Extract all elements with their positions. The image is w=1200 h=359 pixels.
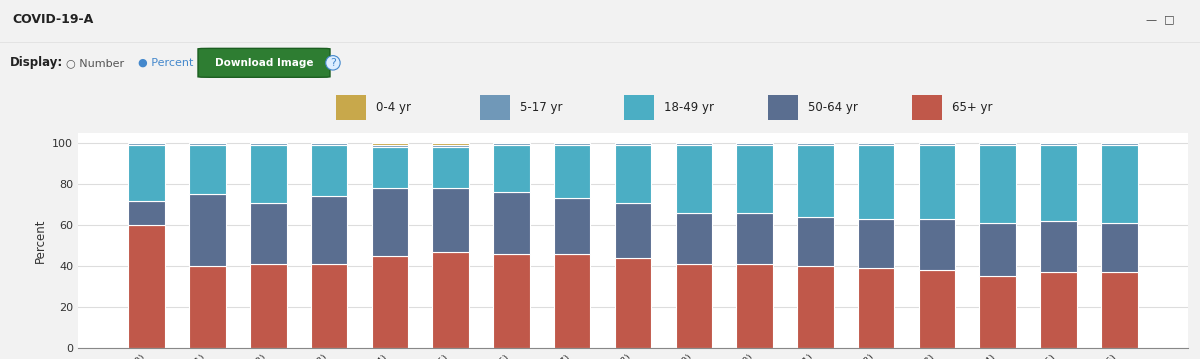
Bar <box>979 223 1016 276</box>
Bar <box>372 143 408 145</box>
Bar <box>432 252 469 348</box>
Bar <box>614 143 652 145</box>
Bar <box>676 264 712 348</box>
Bar <box>1040 145 1076 221</box>
Bar <box>432 188 469 252</box>
Bar <box>979 145 1016 223</box>
Bar <box>128 225 164 348</box>
Bar <box>737 213 773 264</box>
Bar <box>614 145 652 202</box>
Bar <box>493 143 529 145</box>
Bar <box>190 145 226 194</box>
Text: 18-49 yr: 18-49 yr <box>664 101 714 114</box>
Bar <box>432 147 469 188</box>
Bar <box>250 264 287 348</box>
Bar <box>554 143 590 145</box>
Bar <box>737 264 773 348</box>
Bar <box>432 143 469 145</box>
Text: 0-4 yr: 0-4 yr <box>376 101 410 114</box>
Bar <box>1040 221 1076 272</box>
Bar <box>190 143 226 145</box>
Text: —  □: — □ <box>1146 14 1175 24</box>
Text: Download Image: Download Image <box>215 58 313 68</box>
Bar <box>737 143 773 145</box>
Bar <box>554 254 590 348</box>
Bar <box>493 254 529 348</box>
Bar <box>1102 223 1138 272</box>
Bar <box>919 143 955 145</box>
Bar <box>919 145 955 219</box>
Bar <box>1102 272 1138 348</box>
Text: 50-64 yr: 50-64 yr <box>808 101 858 114</box>
Bar <box>1040 143 1076 145</box>
Bar <box>1040 272 1076 348</box>
Bar <box>250 145 287 202</box>
Bar <box>311 196 347 264</box>
Bar <box>311 145 347 196</box>
Bar <box>128 201 164 225</box>
Bar <box>311 143 347 145</box>
Bar <box>554 145 590 199</box>
Bar <box>676 143 712 145</box>
Bar <box>858 143 894 145</box>
Bar <box>190 194 226 266</box>
FancyBboxPatch shape <box>198 48 330 77</box>
FancyBboxPatch shape <box>336 95 366 120</box>
Bar <box>858 219 894 268</box>
Bar <box>614 202 652 258</box>
Bar <box>372 256 408 348</box>
Bar <box>979 143 1016 145</box>
Bar <box>190 266 226 348</box>
Bar <box>919 270 955 348</box>
Bar <box>128 145 164 201</box>
Bar <box>797 266 834 348</box>
Bar <box>554 199 590 254</box>
FancyBboxPatch shape <box>480 95 510 120</box>
Text: Display:: Display: <box>10 56 62 69</box>
Text: ?: ? <box>330 58 336 68</box>
Bar <box>493 145 529 192</box>
Bar <box>1102 145 1138 223</box>
Bar <box>311 264 347 348</box>
Bar <box>614 258 652 348</box>
Text: ● Percent: ● Percent <box>138 58 193 68</box>
Bar <box>979 276 1016 348</box>
Bar <box>372 188 408 256</box>
Y-axis label: Percent: Percent <box>34 218 47 263</box>
Bar <box>919 219 955 270</box>
Bar <box>737 145 773 213</box>
Bar <box>128 143 164 145</box>
FancyBboxPatch shape <box>912 95 942 120</box>
Bar <box>858 268 894 348</box>
Text: COVID-19-A: COVID-19-A <box>12 13 94 26</box>
Bar <box>250 143 287 145</box>
Bar <box>372 145 408 147</box>
Bar <box>797 143 834 145</box>
Bar <box>676 213 712 264</box>
FancyBboxPatch shape <box>624 95 654 120</box>
Bar <box>493 192 529 254</box>
Bar <box>676 145 712 213</box>
Bar <box>858 145 894 219</box>
Bar <box>797 217 834 266</box>
Bar <box>1102 143 1138 145</box>
Text: 5-17 yr: 5-17 yr <box>520 101 562 114</box>
Bar <box>797 145 834 217</box>
Text: 65+ yr: 65+ yr <box>952 101 992 114</box>
Bar <box>250 202 287 264</box>
Bar <box>432 145 469 147</box>
Text: ○ Number: ○ Number <box>66 58 124 68</box>
Bar <box>372 147 408 188</box>
FancyBboxPatch shape <box>768 95 798 120</box>
